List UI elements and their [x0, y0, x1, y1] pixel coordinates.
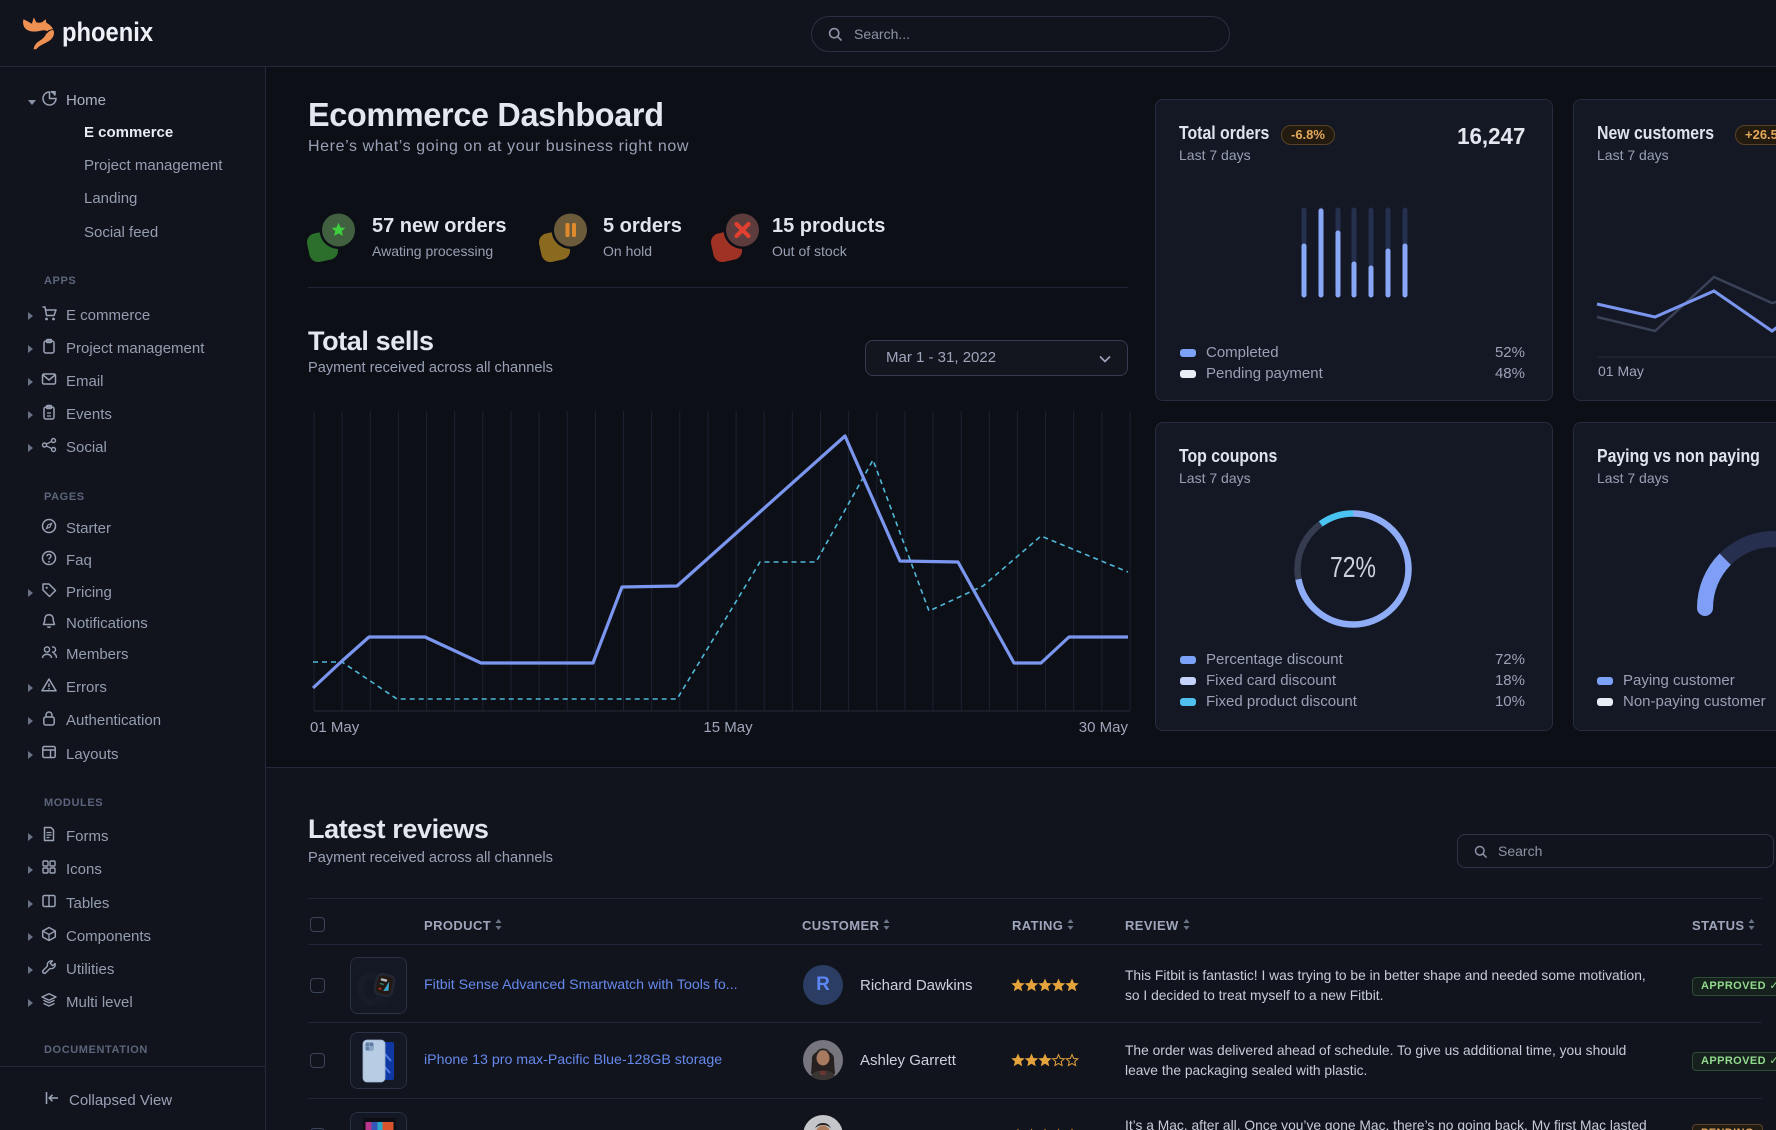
svg-text:30 May: 30 May: [1079, 719, 1129, 736]
svg-text:01 May: 01 May: [310, 719, 360, 736]
svg-text:72%: 72%: [1330, 552, 1376, 584]
svg-text:01 May: 01 May: [1598, 363, 1644, 379]
svg-text:15 May: 15 May: [703, 719, 753, 736]
